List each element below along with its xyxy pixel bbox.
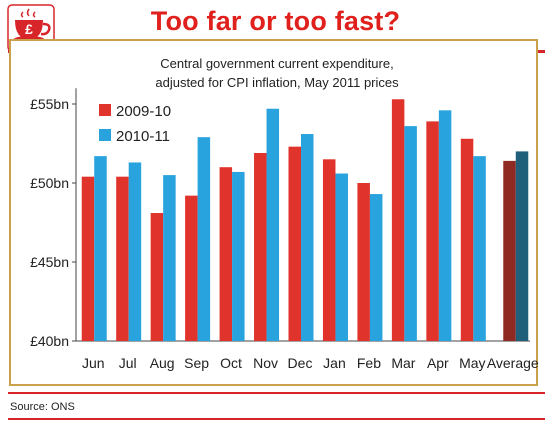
bar-2010-11-jan [335, 173, 348, 341]
chart-subtitle: adjusted for CPI inflation, May 2011 pri… [155, 75, 399, 90]
y-tick-label: £40bn [30, 333, 69, 349]
x-tick-label: Apr [427, 355, 449, 371]
y-tick-label: £55bn [30, 96, 69, 112]
x-tick-label: Sep [184, 355, 209, 371]
x-tick-label: Jun [82, 355, 105, 371]
bar-2010-11-aug [163, 175, 176, 341]
bar-2009-10-may [460, 138, 474, 341]
bar-2009-10-aug [150, 213, 164, 341]
bottom-divider [8, 392, 545, 394]
bar-2010-11-sep [197, 137, 211, 341]
bar-2009-10-mar [391, 99, 405, 341]
bar-2010-11-dec [301, 134, 314, 341]
x-tick-label: Mar [391, 355, 415, 371]
legend-label-2009-10: 2009-10 [116, 103, 171, 120]
source-note: Source: ONS [10, 401, 75, 413]
y-tick-label: £45bn [30, 254, 69, 270]
x-tick-label: Aug [150, 355, 175, 371]
bar-2009-10-jan [322, 159, 336, 341]
bar-2010-11-mar [404, 126, 417, 342]
bars [81, 99, 529, 342]
bar-2010-11-feb [369, 194, 383, 341]
x-tick-label: Nov [253, 355, 278, 371]
svg-text:£: £ [25, 21, 33, 37]
legend-swatch-2009-10 [99, 104, 111, 116]
legend-swatch-2010-11 [99, 129, 111, 141]
x-tick-label: Jul [119, 355, 137, 371]
x-tick-label: Average [487, 355, 539, 371]
x-tick-label: Feb [357, 355, 381, 371]
bar-2010-11-oct [232, 171, 245, 341]
x-tick-label: Dec [288, 355, 313, 371]
legend-label-2010-11: 2010-11 [116, 128, 170, 145]
bar-2010-11-nov [266, 108, 280, 342]
bar-2010-11-may [473, 156, 486, 341]
x-tick-label: May [459, 355, 485, 371]
bar-2009-10-oct [219, 167, 233, 341]
bar-2009-10-apr [426, 121, 439, 341]
bar-2009-10-jul [116, 176, 129, 341]
bar-2009-10-nov [254, 152, 267, 341]
bar-2009-10-dec [288, 146, 301, 341]
bar-2010-11-apr [438, 110, 452, 341]
x-tick-label: Jan [323, 355, 346, 371]
bar-2009-10-feb [357, 183, 370, 341]
axes: £40bn £45bn £50bn £55bn Jun Jul Aug Sep Oct Nov De… [30, 88, 539, 371]
bar-2010-11-jul [128, 162, 142, 341]
bar-2010-11-average [515, 151, 529, 341]
y-tick-label: £50bn [30, 175, 69, 191]
legend: 2009-10 2010-11 [99, 103, 171, 145]
footer-divider [8, 418, 545, 420]
bar-2009-10-jun [81, 176, 95, 341]
bar-2009-10-sep [185, 195, 198, 341]
bar-2009-10-average [503, 160, 516, 341]
x-tick-label: Oct [220, 355, 242, 371]
chart-title: Central government current expenditure, [160, 56, 393, 71]
bar-2010-11-jun [94, 156, 107, 341]
page-title: Too far or too fast? [150, 6, 401, 36]
